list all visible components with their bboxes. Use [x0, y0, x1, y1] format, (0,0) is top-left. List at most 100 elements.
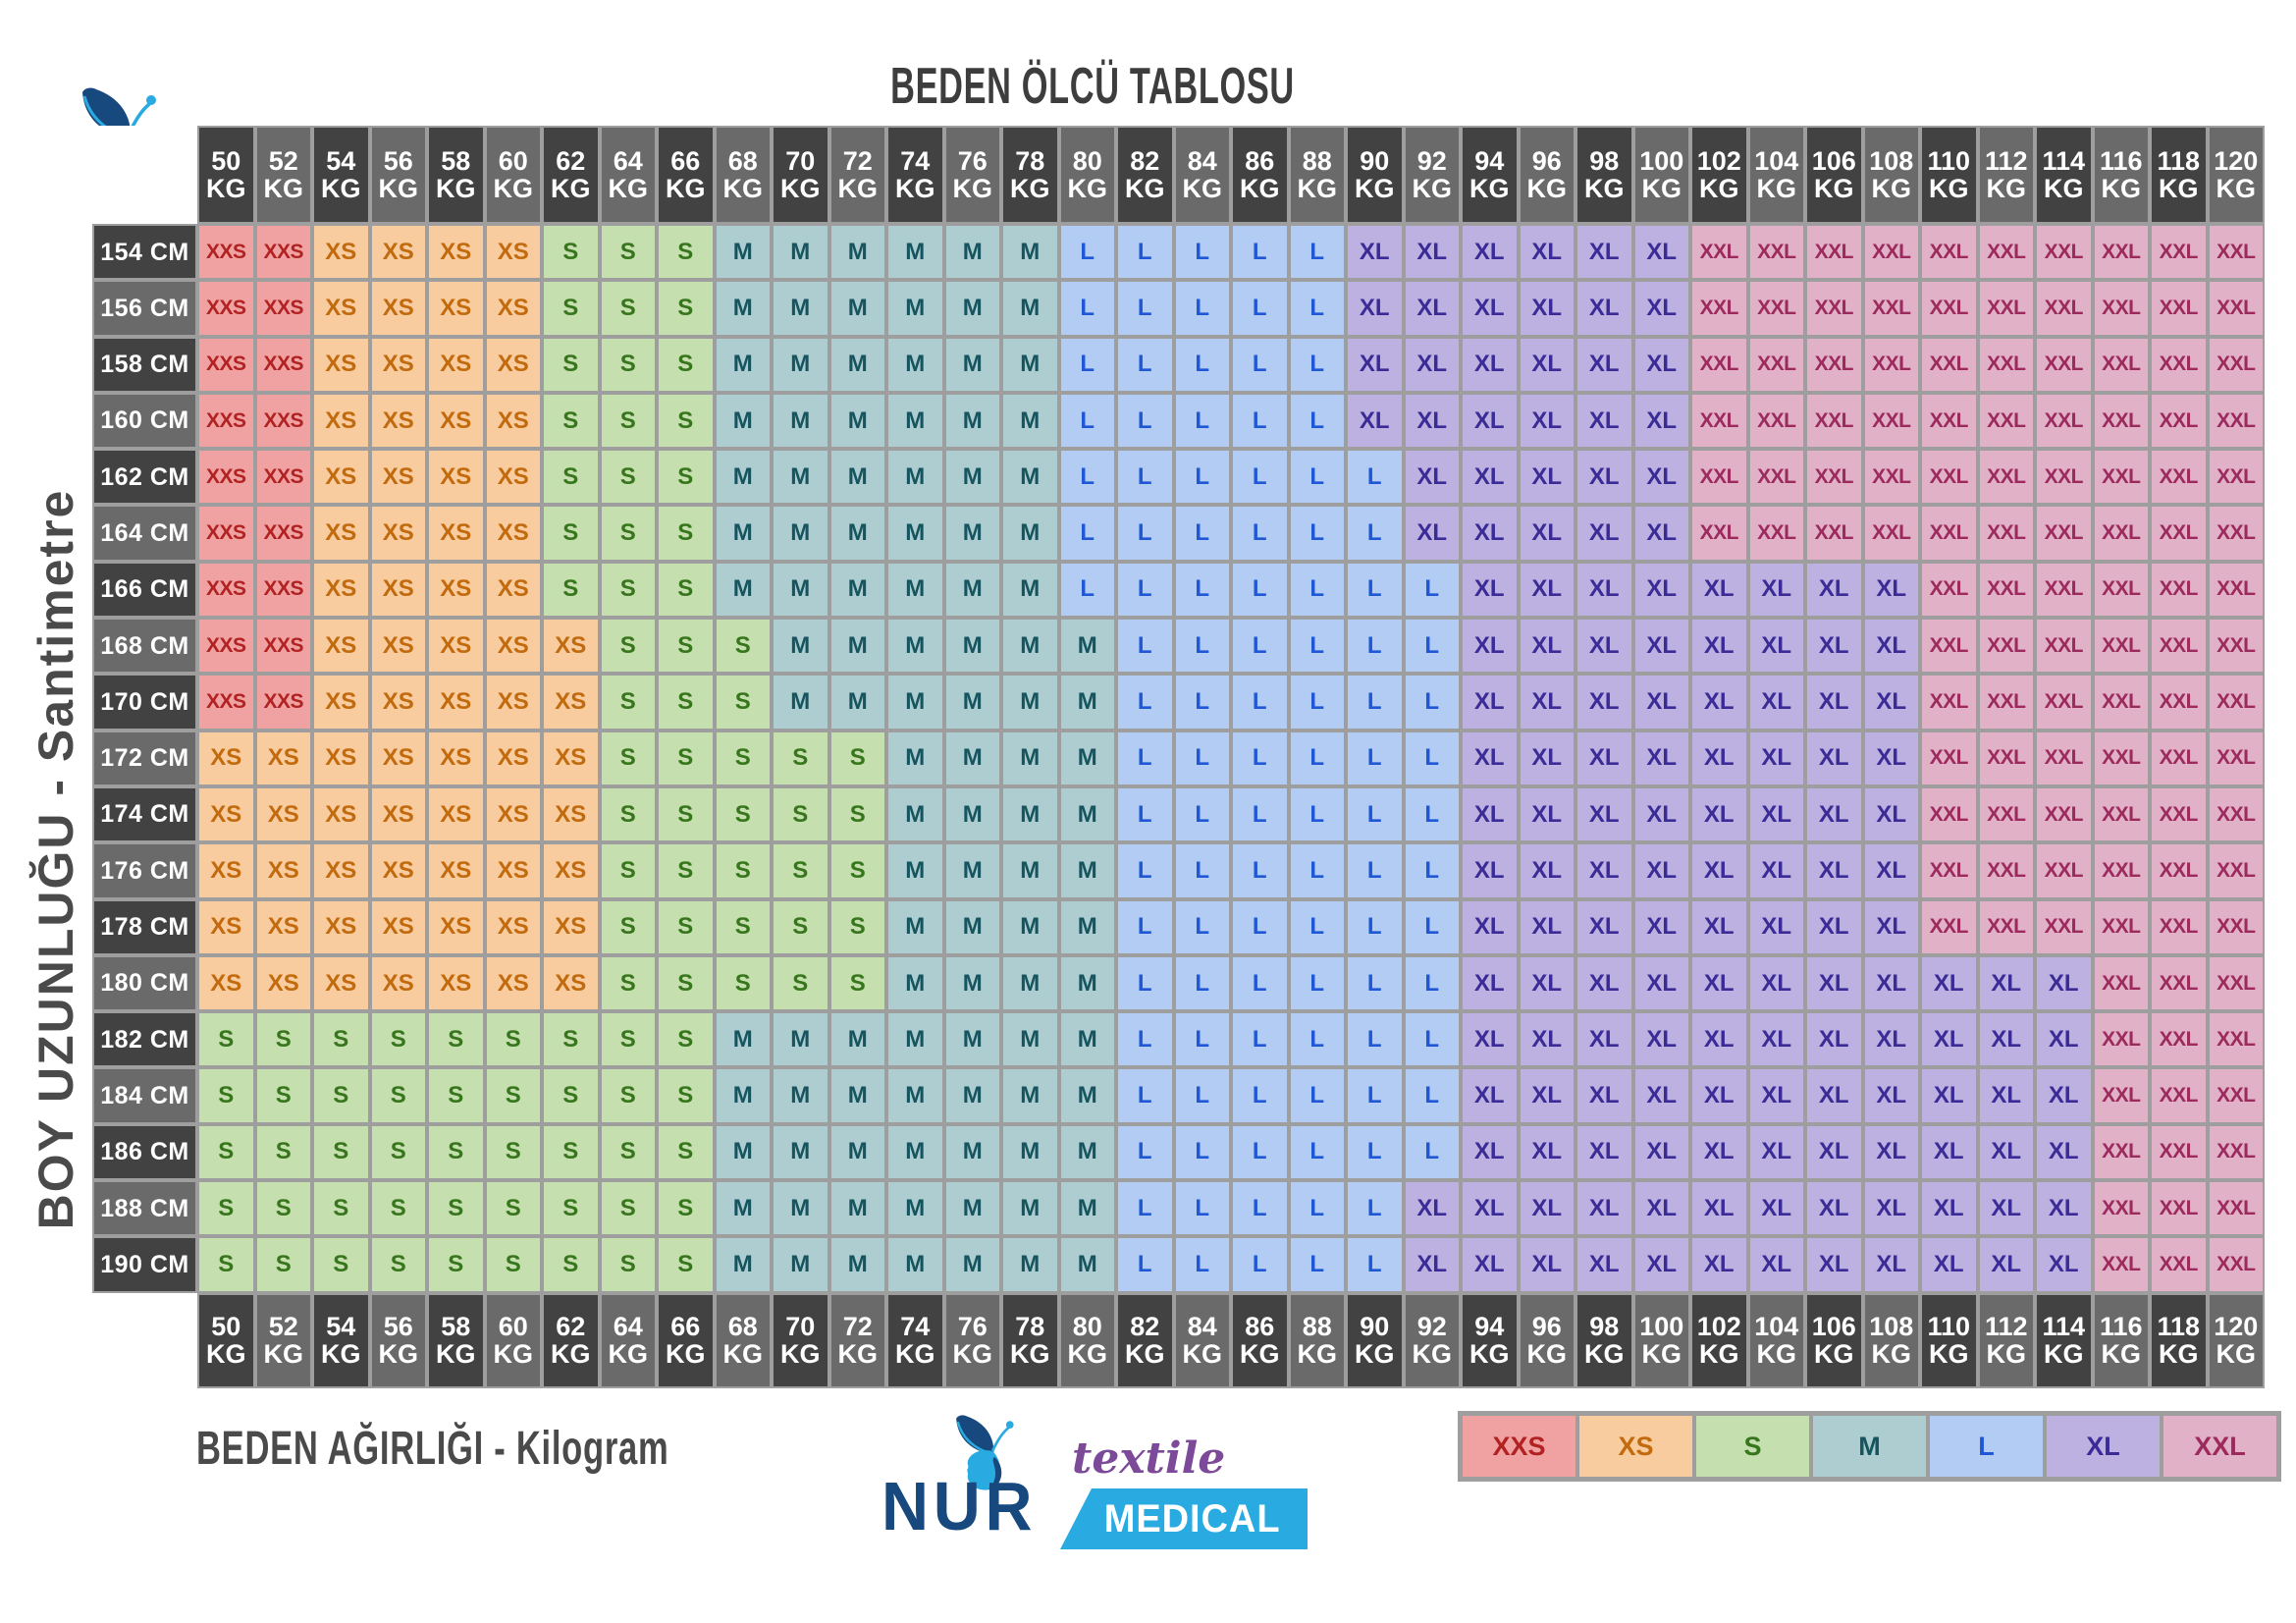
size-cell: M: [886, 1123, 944, 1181]
size-cell: L: [1231, 280, 1289, 337]
size-cell: M: [828, 1011, 886, 1068]
size-cell: S: [369, 1011, 427, 1068]
size-cell: XL: [1461, 1011, 1519, 1068]
size-cell: XXL: [2150, 336, 2208, 393]
size-cell: XS: [197, 785, 255, 843]
size-cell: XL: [1346, 336, 1404, 393]
size-cell: XXL: [2092, 618, 2150, 675]
size-cell: M: [828, 674, 886, 730]
size-cell: S: [542, 1011, 600, 1068]
weight-header-cell: 78 KG: [1001, 126, 1059, 224]
size-cell: L: [1231, 392, 1289, 450]
height-label-cell: 158 CM: [92, 336, 197, 393]
size-cell: S: [657, 1067, 715, 1124]
size-cell: XXL: [1920, 674, 1978, 730]
size-cell: XXL: [2150, 392, 2208, 450]
size-cell: XL: [2035, 1067, 2093, 1124]
size-cell: L: [1231, 674, 1289, 730]
weight-header-cell: 72 KG: [828, 126, 886, 224]
size-cell: XL: [1920, 1180, 1978, 1237]
size-cell: XXL: [1690, 505, 1748, 562]
size-cell: L: [1403, 1123, 1461, 1181]
size-cell: M: [943, 954, 1001, 1012]
size-cell: L: [1403, 785, 1461, 843]
size-cell: XL: [2035, 1011, 2093, 1068]
height-label-cell: 178 CM: [92, 898, 197, 955]
weight-header-cell: 116 KG: [2092, 126, 2150, 224]
size-cell: XS: [254, 842, 312, 899]
size-cell: M: [943, 1236, 1001, 1293]
size-cell: M: [772, 505, 829, 562]
size-cell: XS: [484, 561, 542, 619]
size-cell: L: [1288, 336, 1346, 393]
size-cell: L: [1116, 1011, 1174, 1068]
size-cell: M: [828, 280, 886, 337]
size-cell: XL: [1805, 561, 1863, 619]
weight-header-cell: 52 KG: [254, 126, 312, 224]
size-cell: S: [484, 1011, 542, 1068]
size-cell: XXS: [254, 392, 312, 450]
size-cell: XL: [1632, 336, 1690, 393]
size-cell: XL: [1518, 842, 1575, 899]
size-cell: M: [886, 1180, 944, 1237]
size-cell: XL: [1346, 280, 1404, 337]
company-logo: NUR textile MEDICAL: [864, 1404, 1414, 1615]
size-cell: S: [484, 1123, 542, 1181]
height-label-cell: 162 CM: [92, 449, 197, 506]
size-cell: XXS: [254, 336, 312, 393]
size-cell: S: [657, 618, 715, 675]
size-cell: XL: [1461, 1236, 1519, 1293]
size-cell: XL: [1862, 785, 1920, 843]
size-cell: L: [1231, 1236, 1289, 1293]
size-cell: XL: [1461, 392, 1519, 450]
weight-header-cell: 108 KG: [1862, 1292, 1920, 1388]
size-cell: XS: [312, 336, 370, 393]
size-cell: M: [714, 1123, 772, 1181]
size-cell: L: [1116, 392, 1174, 450]
size-cell: L: [1403, 954, 1461, 1012]
size-cell: L: [1288, 618, 1346, 675]
size-cell: XS: [427, 898, 485, 955]
size-cell: XL: [1518, 730, 1575, 786]
size-cell: XS: [312, 618, 370, 675]
size-cell: XL: [1690, 785, 1748, 843]
height-label-cell: 190 CM: [92, 1236, 197, 1293]
size-cell: XXL: [2035, 618, 2093, 675]
height-label-cell: 174 CM: [92, 785, 197, 843]
size-cell: XL: [1518, 336, 1575, 393]
weight-header-cell: 120 KG: [2207, 126, 2265, 224]
size-cell: S: [197, 1011, 255, 1068]
size-cell: L: [1288, 561, 1346, 619]
weight-header-cell: 96 KG: [1518, 126, 1575, 224]
size-cell: XL: [1862, 674, 1920, 730]
legend-swatch: XS: [1579, 1416, 1692, 1477]
size-cell: L: [1058, 561, 1116, 619]
size-cell: S: [542, 392, 600, 450]
size-cell: M: [886, 674, 944, 730]
size-cell: XL: [1575, 1067, 1633, 1124]
size-cell: M: [886, 1067, 944, 1124]
weight-header-cell: 86 KG: [1231, 1292, 1289, 1388]
size-cell: XS: [427, 561, 485, 619]
size-cell: S: [599, 842, 657, 899]
size-cell: S: [312, 1011, 370, 1068]
height-label-cell: 156 CM: [92, 280, 197, 337]
size-cell: S: [312, 1236, 370, 1293]
size-cell: S: [828, 954, 886, 1012]
size-cell: M: [1058, 1236, 1116, 1293]
weight-header-cell: 84 KG: [1173, 126, 1231, 224]
weight-header-cell: 84 KG: [1173, 1292, 1231, 1388]
weight-header-cell: 90 KG: [1346, 1292, 1404, 1388]
size-cell: XXL: [1862, 336, 1920, 393]
y-axis-label: BOY UZUNLUĞU - Santimetre: [28, 488, 83, 1230]
size-cell: XXL: [1977, 842, 2035, 899]
size-cell: M: [1001, 392, 1059, 450]
weight-header-cell: 60 KG: [484, 126, 542, 224]
weight-header-cell: 66 KG: [657, 1292, 715, 1388]
size-cell: M: [943, 842, 1001, 899]
weight-header-cell: 90 KG: [1346, 126, 1404, 224]
size-cell: S: [772, 842, 829, 899]
size-cell: XL: [1632, 785, 1690, 843]
size-cell: XL: [1805, 1123, 1863, 1181]
size-cell: XXL: [2207, 898, 2265, 955]
